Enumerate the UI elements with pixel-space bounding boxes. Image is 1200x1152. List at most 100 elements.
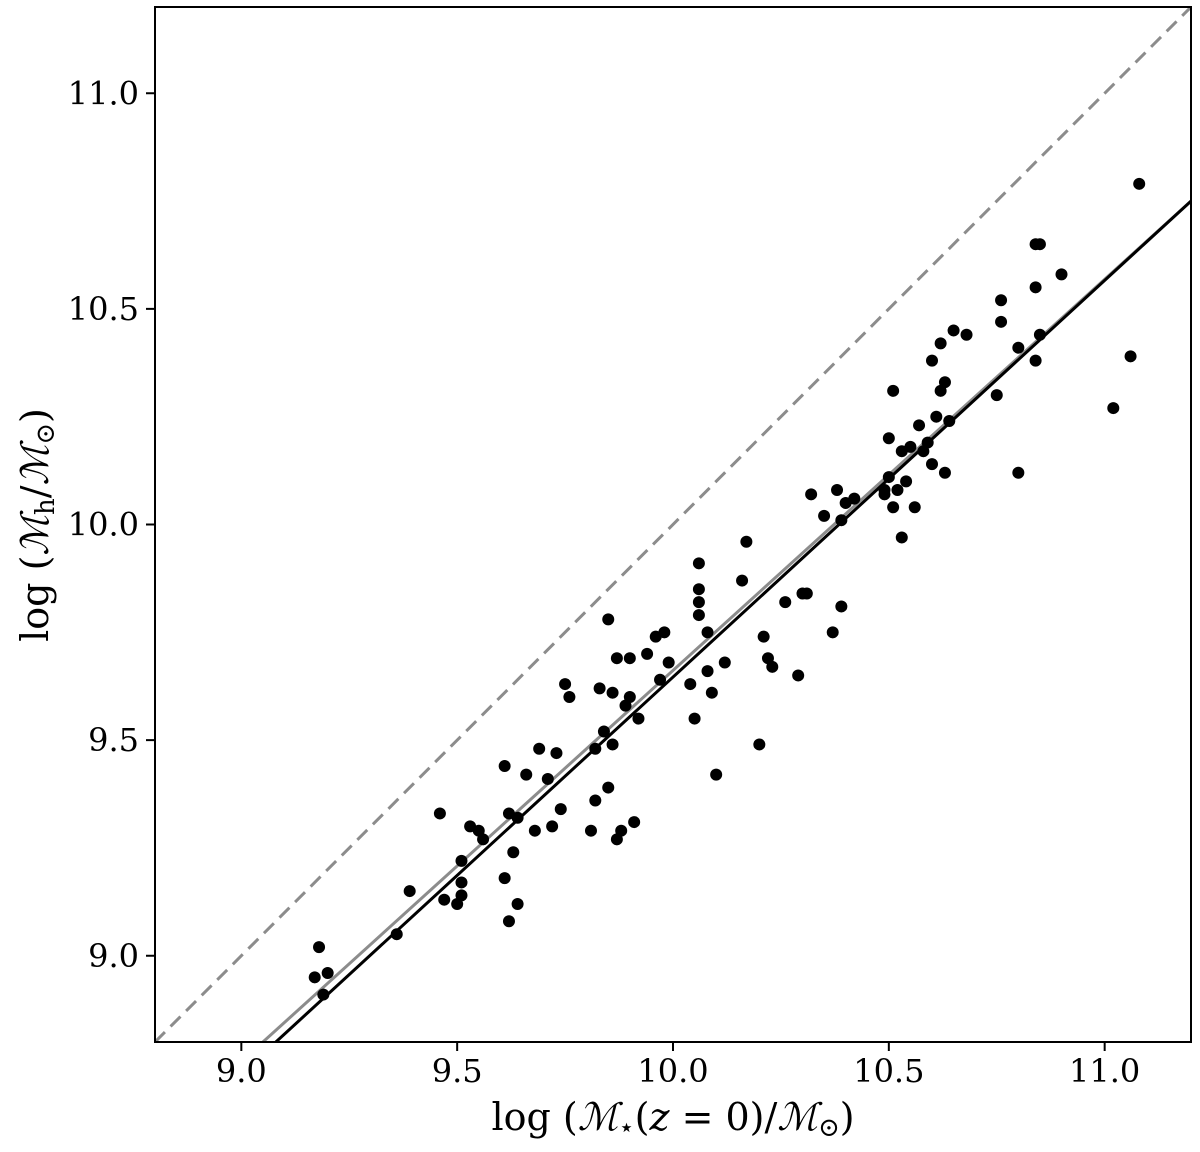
data-point — [692, 583, 705, 596]
data-point — [688, 712, 701, 725]
data-point — [1012, 466, 1025, 479]
data-point — [528, 824, 541, 837]
data-point — [390, 928, 403, 941]
data-point — [805, 488, 818, 501]
data-point — [507, 846, 520, 859]
data-point — [628, 816, 641, 829]
data-point — [831, 484, 844, 496]
data-point — [520, 768, 533, 781]
data-point — [779, 596, 792, 609]
data-point — [597, 725, 610, 738]
y-tick-label: 10.5 — [68, 290, 139, 328]
data-point — [753, 738, 766, 751]
data-point — [589, 742, 602, 755]
data-point — [623, 691, 636, 703]
data-point — [701, 665, 714, 678]
y-tick-label: 11.0 — [68, 74, 139, 112]
data-point — [740, 535, 753, 548]
data-point — [926, 354, 938, 367]
data-point — [615, 824, 628, 837]
data-point — [995, 294, 1008, 307]
y-tick-label: 9.0 — [88, 937, 139, 975]
data-point — [1029, 354, 1042, 367]
data-point — [705, 686, 718, 699]
y-tick-label: 10.0 — [68, 506, 139, 544]
data-point — [792, 669, 805, 682]
data-point — [904, 440, 917, 453]
data-point — [658, 626, 671, 639]
data-point — [934, 337, 947, 350]
data-point — [818, 509, 831, 522]
y-tick-label: 9.5 — [88, 721, 139, 759]
plot-area — [155, 7, 1191, 1042]
data-point — [882, 432, 895, 445]
data-point — [990, 389, 1003, 402]
data-point — [1033, 238, 1046, 251]
data-point — [502, 915, 515, 928]
data-point — [757, 630, 770, 643]
data-point — [511, 898, 524, 910]
data-point — [546, 820, 559, 833]
data-point — [1012, 341, 1025, 354]
data-point — [1033, 328, 1046, 341]
data-point — [610, 652, 623, 665]
x-tick-label: 9.5 — [432, 1052, 483, 1090]
data-point — [477, 833, 490, 846]
data-point — [602, 613, 615, 626]
x-axis: 9.0 9.5 10.0 10.5 11.0 — [216, 1042, 1140, 1090]
data-point — [878, 484, 891, 496]
data-point — [710, 768, 723, 781]
data-point — [938, 376, 951, 389]
data-point — [511, 811, 524, 824]
data-point — [692, 557, 705, 570]
data-point — [684, 678, 697, 691]
data-point — [403, 885, 416, 898]
data-point — [438, 893, 451, 906]
data-point — [736, 574, 749, 587]
data-point — [943, 415, 956, 427]
data-point — [766, 660, 779, 673]
x-tick-label: 9.0 — [216, 1052, 267, 1090]
data-point — [835, 600, 848, 613]
data-point — [554, 803, 567, 816]
data-point — [930, 410, 943, 423]
data-point — [995, 315, 1008, 328]
data-point — [1055, 268, 1068, 281]
data-point — [602, 781, 615, 794]
data-point — [921, 436, 934, 449]
data-point — [947, 324, 960, 337]
data-point — [313, 941, 326, 954]
data-point — [1124, 350, 1137, 363]
data-point — [498, 872, 511, 885]
data-point — [455, 889, 468, 902]
x-tick-label: 10.5 — [853, 1052, 924, 1090]
data-point — [623, 652, 636, 665]
data-point — [826, 626, 839, 639]
x-tick-label: 10.0 — [637, 1052, 708, 1090]
data-point — [926, 458, 938, 471]
data-point — [960, 328, 973, 341]
data-point — [895, 531, 908, 544]
data-point — [662, 656, 675, 669]
data-point — [1133, 177, 1146, 190]
data-point — [913, 419, 926, 432]
y-axis: 9.0 9.5 10.0 10.5 11.0 — [68, 74, 155, 975]
data-point — [584, 824, 597, 837]
data-point — [718, 656, 731, 669]
data-point — [887, 501, 900, 514]
data-point — [433, 807, 446, 820]
data-point — [900, 475, 913, 488]
data-point — [455, 854, 468, 867]
data-point — [455, 876, 468, 889]
data-point — [654, 673, 667, 686]
data-point — [1107, 402, 1120, 415]
data-point — [882, 471, 895, 484]
data-point — [908, 501, 921, 514]
data-point — [1029, 281, 1042, 294]
x-tick-label: 11.0 — [1069, 1052, 1140, 1090]
data-point — [938, 466, 951, 479]
data-point — [533, 742, 546, 755]
data-point — [563, 691, 576, 703]
one-to-one-dashed-line — [155, 7, 1191, 1042]
